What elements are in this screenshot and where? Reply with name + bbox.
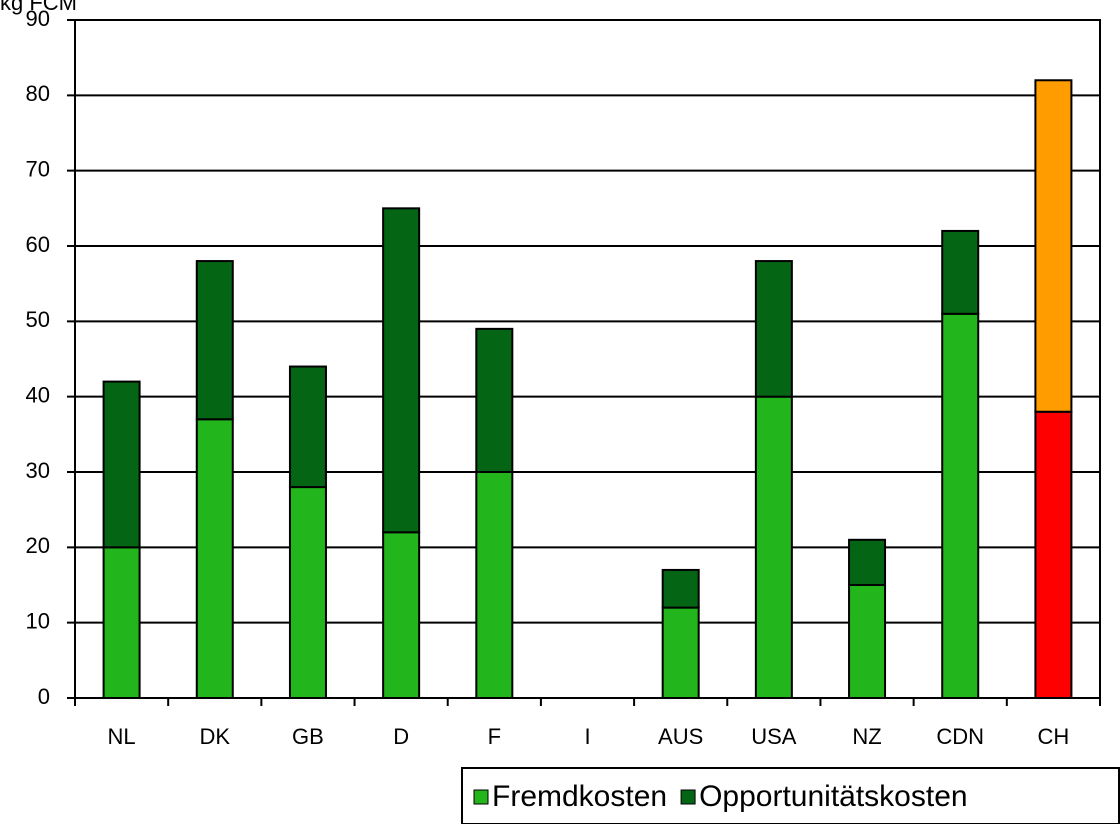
x-tick-label: CDN <box>936 724 984 749</box>
x-tick-label: GB <box>292 724 324 749</box>
y-tick-label: 50 <box>26 307 50 332</box>
bar-segment <box>848 584 887 699</box>
x-tick-label: CH <box>1038 724 1070 749</box>
y-tick-label: 80 <box>26 81 50 106</box>
x-tick-label: NZ <box>852 724 881 749</box>
bar-segment <box>661 568 700 609</box>
y-tick-label: 0 <box>38 684 50 709</box>
bar-segment <box>754 395 793 699</box>
legend-box <box>461 767 1120 824</box>
legend-swatch <box>680 789 696 805</box>
bar-segment <box>475 471 514 699</box>
bar-segment <box>288 486 327 700</box>
x-tick-label: I <box>584 724 590 749</box>
y-tick-label: 60 <box>26 232 50 257</box>
bar-segment <box>382 207 421 534</box>
y-tick-label: 70 <box>26 156 50 181</box>
y-tick-label: 30 <box>26 458 50 483</box>
legend-swatch <box>473 789 489 805</box>
bar-segment <box>288 365 327 489</box>
x-tick-label: USA <box>751 724 797 749</box>
x-tick-label: AUS <box>658 724 703 749</box>
bar-segment <box>195 418 234 699</box>
y-tick-label: 20 <box>26 533 50 558</box>
bar-segment <box>941 229 980 315</box>
x-tick-label: NL <box>108 724 136 749</box>
bar-segment <box>848 538 887 586</box>
x-tick-label: F <box>488 724 501 749</box>
bar-segment <box>941 312 980 699</box>
x-tick-label: DK <box>199 724 230 749</box>
legend-label: Opportunitätskosten <box>699 780 968 813</box>
bar-segment <box>1034 79 1073 413</box>
y-tick-label: 40 <box>26 382 50 407</box>
y-tick-label: 90 <box>26 6 50 31</box>
bar-segment <box>102 380 141 549</box>
bar-segment <box>475 327 514 473</box>
y-axis-label: kg FCM <box>0 0 77 15</box>
legend-label: Fremdkosten <box>492 780 667 813</box>
bar-segment <box>1034 410 1073 699</box>
y-tick-label: 10 <box>26 608 50 633</box>
bar-segment <box>661 606 700 699</box>
x-tick-label: D <box>393 724 409 749</box>
bar-segment <box>195 260 234 421</box>
plot-frame <box>74 19 1101 699</box>
bar-segment <box>754 260 793 398</box>
bar-segment <box>102 546 141 699</box>
bar-segment <box>382 531 421 699</box>
